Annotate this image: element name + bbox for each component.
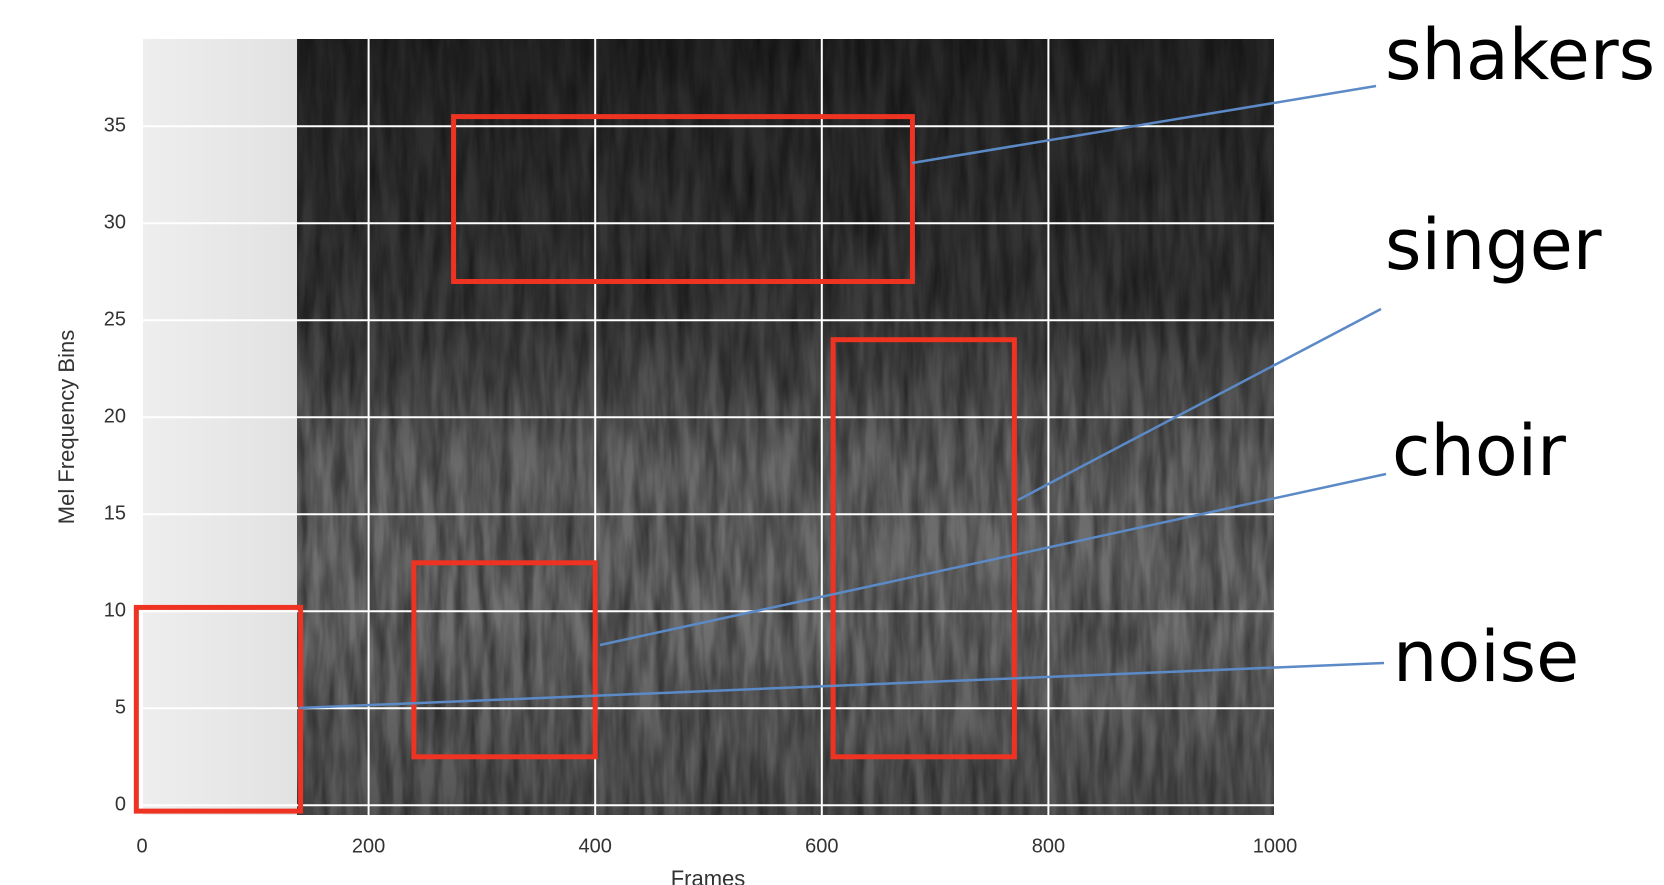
annotation-box	[451, 114, 915, 284]
y-tick-label: 0	[115, 794, 126, 816]
y-tick-label: 15	[104, 503, 126, 525]
annotation-label: noise	[1393, 616, 1579, 698]
annotation-label: choir	[1392, 410, 1566, 492]
annotation-label: singer	[1385, 204, 1602, 286]
y-tick-label: 5	[115, 697, 126, 719]
x-tick-label: 600	[805, 835, 838, 857]
x-axis-label: Frames	[671, 866, 746, 885]
y-tick-label: 30	[104, 212, 126, 234]
y-tick-label: 10	[104, 600, 126, 622]
y-tick-label: 35	[104, 115, 126, 137]
leader-line	[911, 84, 1377, 165]
annotation-box	[830, 337, 1017, 760]
leader-line	[599, 472, 1387, 647]
x-tick-label: 0	[136, 835, 147, 857]
y-axis-label: Mel Frequency Bins	[54, 330, 79, 524]
annotation-box	[133, 604, 304, 814]
leader-line	[298, 661, 1385, 710]
annotation-box	[411, 560, 598, 760]
x-tick-label: 800	[1032, 835, 1065, 857]
plot-area	[142, 39, 1275, 815]
y-tick-label: 25	[104, 309, 126, 331]
spectrogram-texture	[142, 39, 1275, 815]
y-tick-label: 20	[104, 406, 126, 428]
silence-region	[142, 39, 297, 815]
annotation-label: shakers	[1385, 14, 1655, 96]
x-tick-label: 400	[579, 835, 612, 857]
leader-line	[1017, 307, 1382, 502]
x-tick-label: 200	[352, 835, 385, 857]
x-tick-label: 1000	[1253, 835, 1298, 857]
